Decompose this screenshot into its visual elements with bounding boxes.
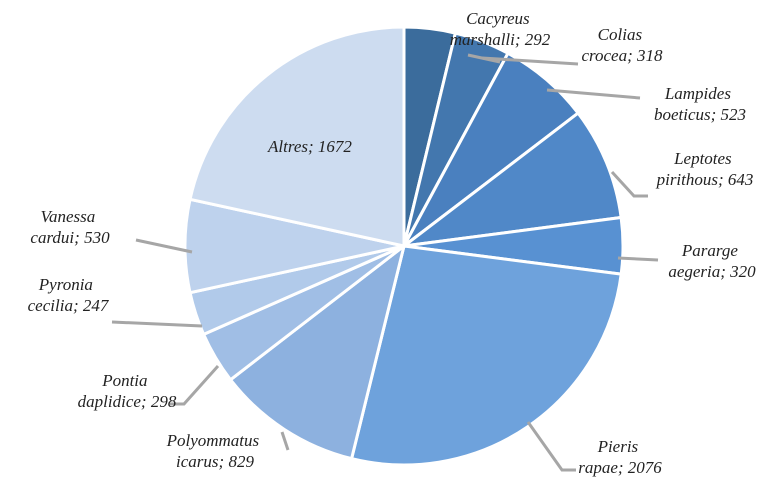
data-label-line: Leptotes <box>673 149 736 168</box>
data-label-line: boeticus; 523 <box>654 105 746 124</box>
data-label-line: Pieris <box>597 437 643 456</box>
data-label-line: Cacyreus <box>466 9 534 28</box>
data-label: Pararge aegeria; 320 <box>668 241 756 281</box>
leader-line <box>135 238 193 254</box>
data-label-line: Pyronia <box>38 275 97 294</box>
data-label-line: marshalli; 292 <box>450 30 551 49</box>
data-label-line: Lampides <box>664 84 735 103</box>
leader-line <box>617 256 659 262</box>
data-label: Lampides boeticus; 523 <box>654 84 746 124</box>
data-label-line: crocea; 318 <box>581 46 663 65</box>
pie-slice <box>349 244 623 467</box>
data-label: Altres; 1672 <box>267 137 352 156</box>
data-label-line: cecilia; 247 <box>28 296 110 315</box>
leader-line <box>610 170 648 198</box>
data-label-line: icarus; 829 <box>176 452 254 471</box>
data-label: Cacyreus marshalli; 292 <box>450 9 551 49</box>
data-label: Leptotes pirithous; 643 <box>656 149 754 189</box>
leader-line <box>526 421 576 472</box>
data-label-line: aegeria; 320 <box>668 262 756 281</box>
pie-slice <box>228 242 407 461</box>
pie-slice <box>398 111 623 249</box>
data-label-line: rapae; 2076 <box>578 458 662 477</box>
data-label-line: daplidice; 298 <box>78 392 177 411</box>
leader-line <box>170 364 220 406</box>
data-label: Pieris rapae; 2076 <box>578 437 662 477</box>
data-label: Colias crocea; 318 <box>581 25 663 65</box>
leader-line <box>481 56 579 66</box>
data-label: Pontia daplidice; 298 <box>78 371 177 411</box>
data-label-line: Pararge <box>681 241 742 260</box>
data-label-line: Vanessa <box>40 207 99 226</box>
data-label-line: pirithous; 643 <box>656 170 754 189</box>
data-label-line: cardui; 530 <box>30 228 110 247</box>
data-label-line: Colias <box>598 25 647 44</box>
data-label-line: Pontia <box>101 371 152 390</box>
leader-line <box>546 88 641 100</box>
leader-line <box>111 320 203 328</box>
data-label: Vanessa cardui; 530 <box>30 207 110 247</box>
data-label-line: Polyommatus <box>166 431 264 450</box>
data-label: Pyronia cecilia; 247 <box>28 275 110 315</box>
pie-slice <box>188 25 406 248</box>
leader-line <box>280 431 290 451</box>
data-label: Polyommatus icarus; 829 <box>166 431 264 471</box>
